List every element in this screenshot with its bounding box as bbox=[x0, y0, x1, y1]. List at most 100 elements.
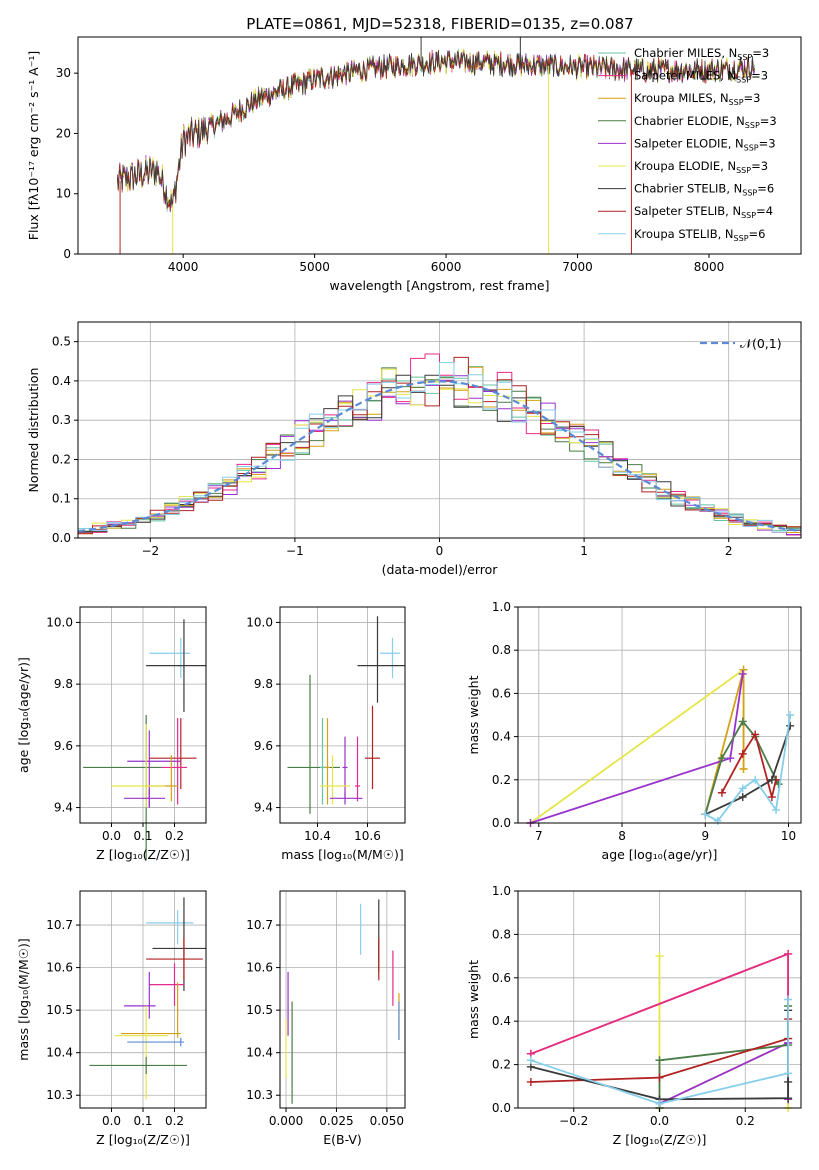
massweight-vs-age-series-3 bbox=[704, 719, 780, 815]
mass-vs-ebv-ytick-label-3: 10.6 bbox=[246, 961, 273, 975]
legend-label-4: Salpeter ELODIE, NSSP=3 bbox=[634, 136, 776, 152]
massweight-vs-age-series-6-marker-0 bbox=[701, 810, 710, 819]
massweight-vs-age-series-6-marker-4 bbox=[772, 806, 781, 815]
mass-vs-Z-ytick-label-1: 10.4 bbox=[46, 1046, 73, 1060]
mass-vs-ebv-ytick-label-1: 10.4 bbox=[246, 1046, 273, 1060]
age-vs-mass-xtick-label-1: 10.6 bbox=[354, 829, 381, 843]
massweight-vs-age-ytick-label-3: 0.6 bbox=[492, 686, 511, 700]
spectrum-ytick-label-3: 30 bbox=[56, 66, 71, 80]
mass-vs-Z-ytick-label-0: 10.3 bbox=[46, 1088, 73, 1102]
massweight-vs-age-series-2-marker-1 bbox=[726, 754, 735, 763]
massweight-vs-age-ytick-label-4: 0.8 bbox=[492, 643, 511, 657]
mass-vs-ebv-xtick-label-0: 0.000 bbox=[269, 1114, 303, 1128]
spectrum-xtick-label-2: 6000 bbox=[431, 260, 462, 274]
massweight-vs-Z-series-6-marker-2 bbox=[784, 1094, 793, 1103]
mass-vs-Z-ylabel: mass [log₁₀(M/M☉)] bbox=[16, 938, 31, 1060]
massweight-vs-Z-axes: −0.2 0.0 0.2 0.0 0.2 0.4 0.6 0.8 1.0 Z [log₁₀(Z/Z… bbox=[466, 884, 802, 1147]
massweight-vs-age-xtick-label-1: 8 bbox=[618, 829, 626, 843]
massweight-vs-Z-ylabel: mass weight bbox=[466, 960, 481, 1039]
massweight-vs-Z-series-6-marker-3 bbox=[784, 1077, 793, 1086]
massweight-vs-age-xtick-label-0: 7 bbox=[535, 829, 543, 843]
age-vs-Z-ytick-label-2: 9.8 bbox=[54, 677, 73, 691]
massweight-vs-Z-ytick-label-3: 0.6 bbox=[492, 971, 511, 985]
legend-label-1: Salpeter MILES, NSSP=3 bbox=[634, 69, 768, 85]
legend-label-7: Salpeter STELIB, NSSP=4 bbox=[634, 204, 773, 220]
spectrum-xlabel: wavelength [Angstrom, rest frame] bbox=[329, 278, 549, 293]
legend-label-8: Kroupa STELIB, NSSP=6 bbox=[634, 227, 765, 243]
massweight-vs-age-xtick-label-2: 9 bbox=[701, 829, 709, 843]
age-vs-mass-xtick-label-0: 10.4 bbox=[304, 829, 331, 843]
massweight-vs-age-series-5-marker-1 bbox=[738, 793, 747, 802]
residuals-xtick-label-1: −1 bbox=[286, 544, 304, 558]
age-vs-mass-ytick-label-0: 9.4 bbox=[254, 801, 273, 815]
age-vs-mass-plot-area bbox=[287, 616, 405, 814]
massweight-vs-age-series-0 bbox=[529, 667, 745, 824]
legend-label-5: Kroupa ELODIE, NSSP=3 bbox=[634, 159, 768, 175]
residuals-ytick-label-1: 0.1 bbox=[52, 492, 71, 506]
residuals-ytick-label-2: 0.2 bbox=[52, 452, 71, 466]
residuals-xtick-label-3: 1 bbox=[580, 544, 588, 558]
mass-vs-ebv-ytick-label-2: 10.5 bbox=[246, 1003, 273, 1017]
age-vs-mass-axes: 10.4 10.6 9.4 9.6 9.8 10.0 mass [log₁₀(M/M☉)] bbox=[246, 606, 406, 862]
spectrum-frame bbox=[77, 36, 802, 255]
residuals-plot-area bbox=[78, 353, 801, 536]
massweight-vs-age-series-4-marker-3 bbox=[767, 793, 776, 802]
mass-vs-Z-xtick-label-0: 0.0 bbox=[102, 1114, 121, 1128]
massweight-vs-Z-ytick-label-0: 0.0 bbox=[492, 1101, 511, 1115]
massweight-vs-Z-xlabel: Z [log₁₀(Z/Z☉)] bbox=[613, 1132, 707, 1147]
massweight-vs-age-series-5-marker-3 bbox=[786, 721, 795, 730]
legend-label-3: Chabrier ELODIE, NSSP=3 bbox=[634, 114, 777, 130]
massweight-vs-Z-series-0-marker-0 bbox=[655, 952, 664, 961]
residuals-ytick-label-4: 0.4 bbox=[52, 374, 71, 388]
massweight-vs-age-series-5 bbox=[704, 725, 792, 816]
age-vs-Z-xtick-label-0: 0.0 bbox=[102, 829, 121, 843]
spectrum-legend: Chabrier MILES, NSSP=3 Salpeter MILES, NS… bbox=[598, 46, 777, 243]
massweight-vs-age-ytick-label-2: 0.4 bbox=[492, 730, 511, 744]
mass-vs-ebv-xtick-label-1: 0.025 bbox=[319, 1114, 353, 1128]
mass-vs-Z-ytick-label-3: 10.6 bbox=[46, 961, 73, 975]
figure-title: PLATE=0861, MJD=52318, FIBERID=0135, z=0… bbox=[246, 15, 633, 33]
residuals-xtick-label-2: 0 bbox=[436, 544, 444, 558]
massweight-vs-Z-series-7-marker-0 bbox=[526, 1056, 535, 1065]
age-vs-Z-ytick-label-1: 9.6 bbox=[54, 739, 73, 753]
spectrum-ytick-label-1: 10 bbox=[56, 187, 71, 201]
legend-label-6: Chabrier STELIB, NSSP=6 bbox=[634, 182, 774, 198]
spectrum-axes: 4000 5000 6000 7000 8000 0 10 20 30 wavelength [A… bbox=[26, 36, 802, 293]
spectrum-xtick-label-3: 7000 bbox=[562, 260, 593, 274]
legend-label-2: Kroupa MILES, NSSP=3 bbox=[634, 91, 760, 107]
massweight-vs-Z-series-4-marker-1 bbox=[655, 1056, 664, 1065]
spectrum-xtick-label-1: 5000 bbox=[299, 260, 330, 274]
massweight-vs-Z-ytick-label-1: 0.2 bbox=[492, 1058, 511, 1072]
age-vs-mass-xlabel: mass [log₁₀(M/M☉)] bbox=[281, 847, 403, 862]
normal-curve bbox=[78, 380, 801, 533]
mass-vs-Z-plot-area bbox=[89, 897, 206, 1100]
massweight-vs-Z-ytick-label-5: 1.0 bbox=[492, 884, 511, 898]
mass-vs-Z-ytick-label-4: 10.7 bbox=[46, 918, 73, 932]
massweight-vs-age-series-5-marker-2 bbox=[767, 775, 776, 784]
residuals-legend-label: 𝒩(0,1) bbox=[740, 336, 782, 351]
massweight-vs-age-axes: 7 8 9 10 0.0 0.2 0.4 0.6 0.8 1.0 age [log₁₀(age/yr… bbox=[466, 600, 802, 862]
spectrum-ytick-label-0: 0 bbox=[63, 247, 71, 261]
age-vs-mass-ytick-label-3: 10.0 bbox=[246, 615, 273, 629]
mass-vs-ebv-ytick-label-0: 10.3 bbox=[246, 1088, 273, 1102]
mass-vs-Z-axes: 0.0 0.1 0.2 10.3 10.4 10.5 10.6 10.7 Z [log₁₀(Z/… bbox=[16, 890, 207, 1147]
spectrum-plot-area bbox=[117, 37, 756, 254]
residuals-xtick-label-4: 2 bbox=[725, 544, 733, 558]
residuals-ylabel: Normed distribution bbox=[26, 368, 41, 493]
mass-vs-Z-ytick-label-2: 10.5 bbox=[46, 1003, 73, 1017]
massweight-vs-age-series-6-marker-2 bbox=[738, 784, 747, 793]
residuals-hist-8 bbox=[78, 362, 801, 533]
massweight-vs-age-series-6-marker-5 bbox=[786, 711, 795, 719]
age-vs-mass-ytick-label-2: 9.8 bbox=[254, 677, 273, 691]
residuals-xtick-label-0: −2 bbox=[141, 544, 159, 558]
residuals-ytick-label-5: 0.5 bbox=[52, 335, 71, 349]
massweight-vs-age-plot-area bbox=[526, 665, 795, 827]
spectrum-xtick-label-4: 8000 bbox=[694, 260, 725, 274]
massweight-vs-age-series-4-marker-1 bbox=[738, 749, 747, 758]
age-vs-Z-ytick-label-0: 9.4 bbox=[54, 801, 73, 815]
massweight-vs-age-xlabel: age [log₁₀(age/yr)] bbox=[602, 847, 718, 862]
massweight-vs-Z-plot-area bbox=[526, 949, 793, 1112]
massweight-vs-age-ylabel: mass weight bbox=[466, 675, 481, 754]
massweight-vs-age-ytick-label-1: 0.2 bbox=[492, 773, 511, 787]
